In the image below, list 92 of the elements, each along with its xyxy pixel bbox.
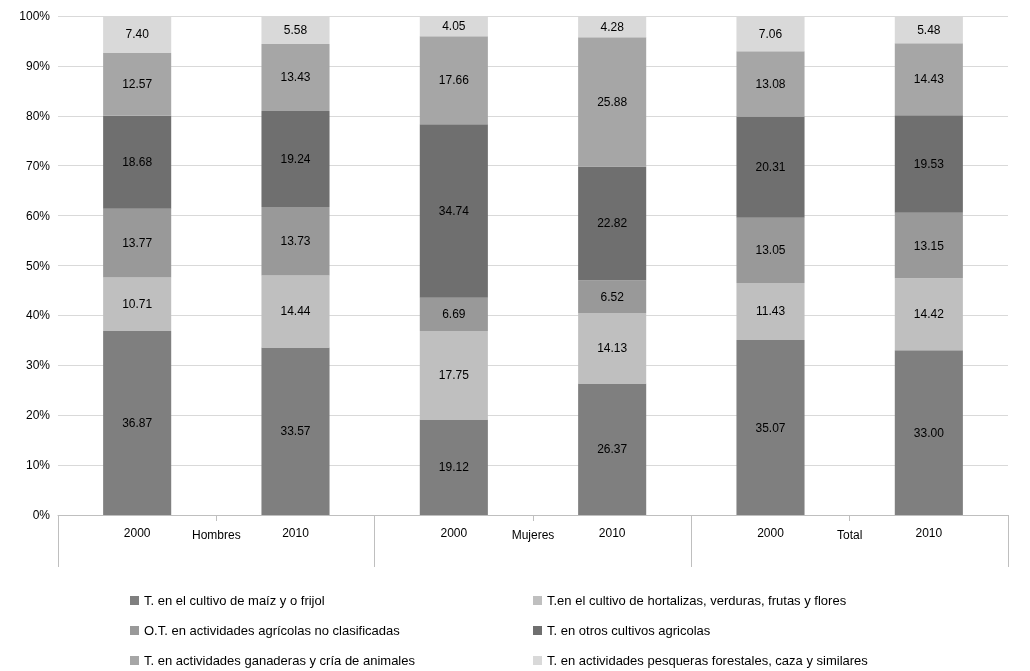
bar [736, 217, 805, 283]
data-label: 14.13 [597, 341, 628, 356]
bar [578, 312, 647, 384]
bar [736, 340, 805, 515]
bar [261, 110, 330, 207]
data-label: 26.37 [597, 442, 628, 457]
legend-label: O.T. en actividades agrícolas no clasificadas [144, 623, 401, 638]
bar [736, 51, 805, 117]
bar [894, 278, 963, 351]
bar [103, 52, 172, 116]
bar [419, 331, 488, 420]
y-tick-label: 80% [25, 108, 51, 123]
text: Hombres [191, 528, 241, 542]
data-label: 12.57 [122, 77, 153, 92]
bar [894, 115, 963, 213]
data-label: 4.28 [600, 19, 625, 34]
y-tick-label: 60% [25, 208, 51, 223]
bar [103, 115, 172, 209]
y-tick-label: 40% [25, 308, 51, 323]
data-label: 11.43 [755, 304, 786, 319]
data-label: 17.75 [438, 368, 470, 383]
bar [419, 36, 488, 125]
data-label: 13.15 [913, 238, 945, 253]
bar [894, 212, 963, 279]
bar [261, 43, 330, 111]
bar [578, 166, 647, 281]
bar [419, 297, 488, 332]
legend-label: T. en actividades ganaderas y cría de animales [144, 653, 416, 668]
text: Mujeres [511, 528, 555, 542]
y-tick-label: 50% [25, 258, 51, 273]
data-label: 20.31 [755, 160, 786, 175]
text: Total [836, 528, 863, 542]
bar [419, 419, 488, 515]
data-label: 34.74 [438, 203, 470, 218]
x-tick-label: 2010 [598, 526, 626, 540]
bar [894, 350, 963, 515]
y-tick-label: 30% [25, 358, 51, 373]
x-tick-label: 2000 [757, 526, 785, 540]
data-label: 5.48 [917, 22, 941, 37]
legend-label: T. en el cultivo de maíz y o frijol [144, 593, 325, 608]
data-label: 13.08 [755, 76, 786, 91]
data-label: 13.73 [280, 234, 311, 249]
bar [103, 277, 172, 332]
data-label: 19.53 [913, 157, 945, 172]
y-tick-label: 0% [32, 508, 51, 522]
bar [736, 116, 805, 218]
data-label: 13.43 [280, 70, 311, 85]
data-label: 10.71 [122, 297, 153, 312]
data-label: 7.06 [758, 26, 783, 41]
data-label: 5.58 [283, 22, 308, 37]
bar [578, 37, 647, 167]
data-label: 19.12 [438, 460, 470, 475]
data-label: 14.44 [280, 304, 311, 319]
data-label: 6.52 [600, 289, 625, 304]
data-label: 14.42 [913, 307, 945, 322]
data-label: 13.77 [122, 236, 153, 251]
bar [103, 331, 172, 515]
x-tick-label: 2000 [123, 526, 151, 540]
data-label: 19.24 [280, 151, 311, 166]
bar [261, 275, 330, 348]
y-tick-label: 70% [25, 158, 51, 173]
data-label: 36.87 [122, 416, 153, 431]
y-tick-label: 90% [25, 58, 51, 73]
legend-label: T. en actividades pesqueras forestales, caza y similares [547, 653, 869, 668]
y-tick-label: 20% [25, 408, 51, 423]
bar [419, 124, 488, 298]
data-label: 33.57 [280, 424, 311, 439]
bar [103, 208, 172, 278]
data-label: 4.05 [442, 19, 466, 34]
data-label: 33.00 [913, 425, 945, 440]
data-label: 14.43 [913, 72, 945, 87]
data-label: 13.05 [755, 243, 786, 258]
bar [736, 282, 805, 340]
bar [578, 280, 647, 313]
y-tick-label: 10% [25, 458, 51, 473]
data-label: 18.68 [122, 155, 153, 170]
x-tick-label: 2000 [440, 526, 468, 540]
bar [261, 347, 330, 515]
legend-label: T.en el cultivo de hortalizas, verduras, frutas y flores [547, 593, 847, 608]
legend-label: T. en otros cultivos agricolas [547, 623, 711, 638]
data-label: 17.66 [438, 73, 470, 88]
data-label: 25.88 [597, 94, 628, 109]
bar [578, 383, 647, 515]
data-label: 35.07 [755, 420, 786, 435]
data-label: 22.82 [597, 216, 628, 231]
bar [894, 43, 963, 116]
data-label: 6.69 [442, 307, 466, 322]
data-label: 7.40 [125, 27, 150, 42]
bar [261, 206, 330, 276]
x-tick-label: 2010 [282, 526, 310, 540]
y-tick-label: 100% [19, 9, 51, 23]
x-tick-label: 2010 [915, 526, 943, 540]
